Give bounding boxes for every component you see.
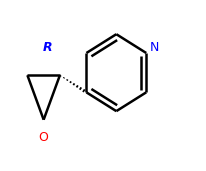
- Text: N: N: [149, 41, 159, 54]
- Text: R: R: [42, 41, 52, 54]
- Text: O: O: [39, 131, 48, 144]
